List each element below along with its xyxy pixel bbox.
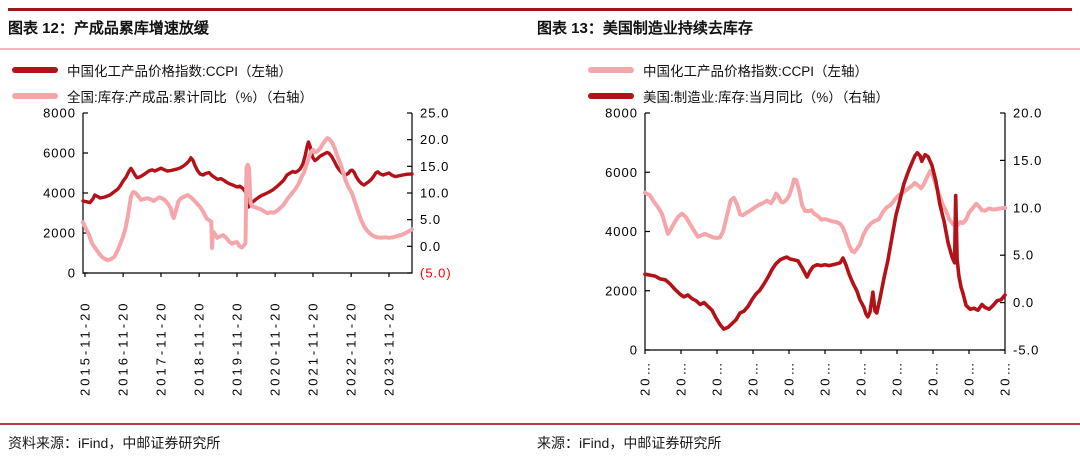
chart1-y-right-label: (5.0)	[420, 266, 452, 281]
chart1-y-right-label: 0.0	[420, 239, 441, 254]
chart2-x-label: 20…	[998, 360, 1013, 396]
title-underline	[0, 48, 1080, 50]
legend-label: 中国化工产品价格指数:CCPI（左轴）	[67, 64, 293, 79]
line-swatch-icon	[12, 93, 58, 99]
chart2-series-line-0	[643, 169, 1007, 255]
line-swatch-icon	[12, 67, 58, 73]
chart1-y-right-label: 20.0	[420, 132, 449, 147]
chart2-legend: 中国化工产品价格指数:CCPI（左轴） 美国:制造业:库存:当月同比（%）（右轴…	[588, 57, 889, 109]
legend-item: 美国:制造业:库存:当月同比（%）（右轴）	[588, 83, 889, 109]
chart2-source: 来源：iFind，中邮证券研究所	[537, 435, 722, 451]
chart1-x-label: 2016-11-20	[116, 300, 131, 396]
chart2-x-label: 20…	[890, 360, 905, 396]
source-divider	[0, 423, 1080, 425]
legend-item: 中国化工产品价格指数:CCPI（左轴）	[588, 57, 889, 83]
chart1-x-label: 2021-11-20	[305, 300, 320, 396]
chart1-x-label: 2017-11-20	[153, 300, 168, 396]
chart2-y-left-label: 8000	[605, 106, 638, 121]
chart1-y-right-label: 15.0	[420, 159, 449, 174]
line-swatch-icon	[588, 93, 634, 99]
chart2-y-right-label: 5.0	[1013, 248, 1034, 263]
chart1-x-label: 2022-11-20	[344, 300, 359, 396]
chart1-x-label: 2020-11-20	[268, 300, 283, 396]
chart2-x-label: 20…	[638, 360, 653, 396]
chart2-x-label: 20…	[818, 360, 833, 396]
chart1-y-left-label: 6000	[43, 146, 76, 161]
chart1-y-left-label: 0	[68, 266, 76, 281]
chart1-x-label: 2018-11-20	[192, 300, 207, 396]
chart2-y-right-label: 10.0	[1013, 200, 1042, 215]
legend-item: 全国:库存:产成品:累计同比（%）（右轴）	[12, 83, 313, 109]
chart2-series-line-1	[643, 151, 1007, 331]
chart1-source: 资料来源：iFind，中邮证券研究所	[8, 435, 221, 451]
legend-label: 美国:制造业:库存:当月同比（%）（右轴）	[643, 90, 890, 105]
chart1-y-right-label: 25.0	[420, 106, 449, 121]
legend-label: 全国:库存:产成品:累计同比（%）（右轴）	[67, 90, 314, 105]
chart2-y-left-label: 4000	[605, 224, 638, 239]
top-divider	[8, 8, 1072, 11]
chart2-y-right-label: 20.0	[1013, 106, 1042, 121]
chart2-y-left-label: 0	[630, 343, 638, 358]
chart2-x-label: 20…	[854, 360, 869, 396]
chart2-x-label: 20…	[962, 360, 977, 396]
chart2-x-label: 20…	[674, 360, 689, 396]
chart2-y-left-label: 6000	[605, 165, 638, 180]
chart1-series-line-1	[81, 136, 414, 263]
chart1-x-label: 2019-11-20	[229, 300, 244, 396]
chart2-y-right-label: 0.0	[1013, 295, 1034, 310]
chart1-y-left-label: 8000	[43, 106, 76, 121]
chart2-y-left-label: 2000	[605, 283, 638, 298]
chart1-x-label: 2023-11-20	[381, 300, 396, 396]
chart1-y-left-label: 4000	[43, 186, 76, 201]
chart1-y-left-label: 2000	[43, 226, 76, 241]
chart1-title: 图表 12：产成品累库增速放缓	[8, 20, 209, 37]
chart2-y-right-label: 15.0	[1013, 153, 1042, 168]
legend-item: 中国化工产品价格指数:CCPI（左轴）	[12, 57, 313, 83]
chart1-y-right-label: 10.0	[420, 186, 449, 201]
chart2-x-label: 20…	[710, 360, 725, 396]
chart1-x-label: 2015-11-20	[77, 300, 92, 396]
chart2-x-label: 20…	[926, 360, 941, 396]
chart2-x-label: 20…	[782, 360, 797, 396]
chart2-axes	[644, 113, 1006, 351]
chart1-legend: 中国化工产品价格指数:CCPI（左轴） 全国:库存:产成品:累计同比（%）（右轴…	[12, 57, 313, 109]
chart2-title: 图表 13：美国制造业持续去库存	[537, 20, 753, 37]
chart1-y-right-label: 5.0	[420, 212, 441, 227]
line-swatch-icon	[588, 67, 634, 73]
legend-label: 中国化工产品价格指数:CCPI（左轴）	[643, 64, 869, 79]
chart1-series-line-0	[81, 140, 414, 209]
chart2-x-label: 20…	[746, 360, 761, 396]
chart2-y-right-label: -5.0	[1013, 343, 1039, 358]
